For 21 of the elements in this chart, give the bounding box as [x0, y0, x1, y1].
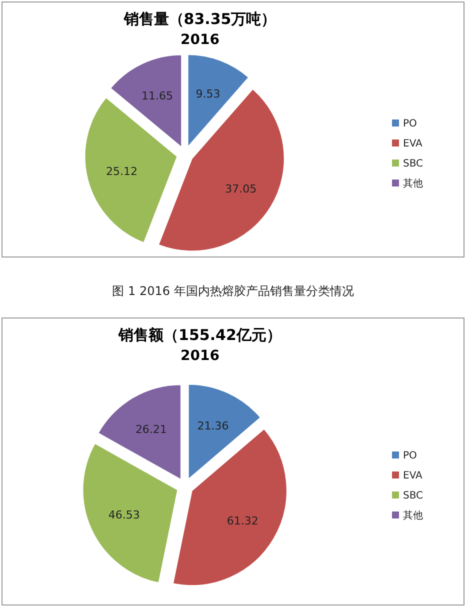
data-label: 11.65 [141, 89, 173, 102]
legend-label: EVA [403, 470, 423, 482]
legend-label: PO [403, 118, 418, 130]
legend-label: SBC [403, 158, 424, 170]
data-label: 61.32 [226, 514, 258, 528]
legend-label: SBC [403, 490, 424, 502]
legend-label: 其他 [403, 178, 423, 190]
chart-subtitle: 2016 [180, 348, 220, 364]
caption: 图 1 2016 年国内热熔胶产品销售量分类情况 [112, 284, 354, 298]
data-label: 26.21 [135, 422, 167, 436]
data-label: 25.12 [106, 164, 138, 178]
legend-label: EVA [403, 138, 423, 150]
data-label: 9.53 [196, 87, 220, 100]
chart-title: 销售额（155.42亿元） [118, 326, 282, 344]
legend-label: 其他 [403, 510, 423, 522]
legend-label: PO [403, 450, 418, 462]
chart-subtitle: 2016 [180, 32, 220, 48]
chart-title: 销售量（83.35万吨） [122, 10, 276, 28]
data-label: 46.53 [108, 508, 140, 522]
data-label: 21.36 [197, 420, 229, 433]
data-label: 37.05 [225, 182, 257, 196]
